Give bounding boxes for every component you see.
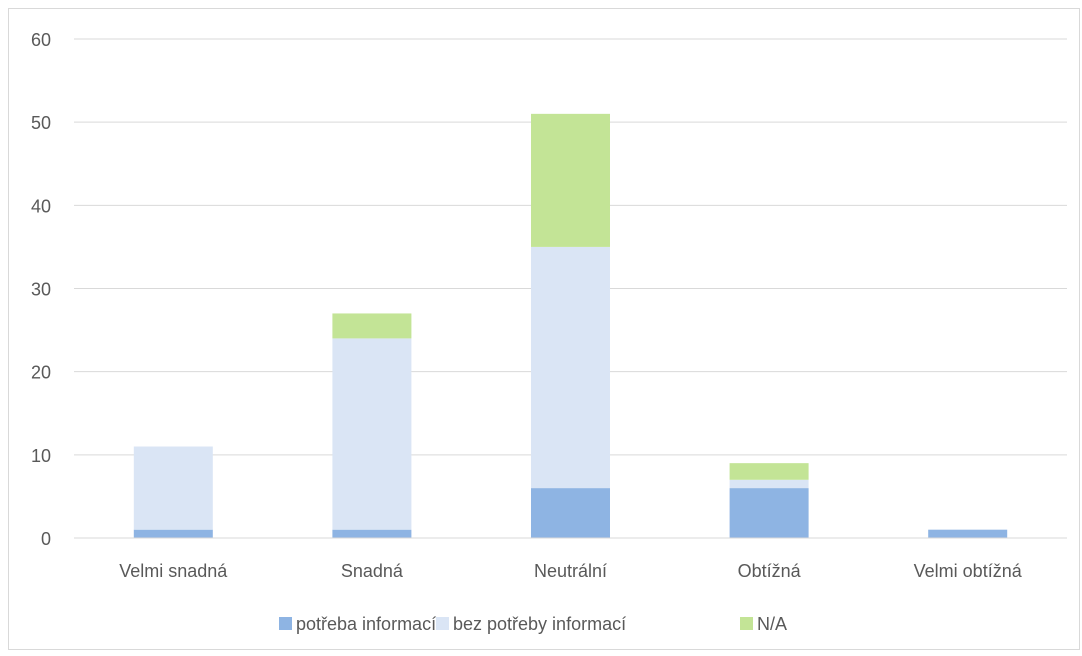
legend-label: potřeba informací xyxy=(296,614,436,634)
y-tick-label: 60 xyxy=(31,30,51,50)
legend-swatch xyxy=(279,617,292,630)
legend-swatch xyxy=(436,617,449,630)
y-tick-label: 10 xyxy=(31,446,51,466)
bars xyxy=(133,113,1008,538)
bar-segment xyxy=(531,488,610,538)
legend-swatch xyxy=(740,617,753,630)
bar-segment xyxy=(531,246,610,489)
y-tick-label: 50 xyxy=(31,113,51,133)
legend: potřeba informací bez potřeby informací N/… xyxy=(279,614,787,634)
x-axis-ticks: Velmi snadná Snadná Neutrální Obtížná Velmi … xyxy=(119,561,1022,581)
x-tick-label: Velmi obtížná xyxy=(914,561,1023,581)
y-tick-label: 0 xyxy=(41,529,51,549)
y-tick-label: 30 xyxy=(31,280,51,300)
bar-segment xyxy=(928,529,1008,538)
y-axis-ticks: 0 10 20 30 40 50 60 xyxy=(31,30,51,549)
stacked-bar-chart: 0 10 20 30 40 50 60 Velmi snadná Snadná Neutráln… xyxy=(31,30,1067,634)
bar-segment xyxy=(332,338,412,530)
bar-segment xyxy=(332,313,412,339)
bar-segment xyxy=(133,446,213,530)
bar-segment xyxy=(729,488,809,538)
legend-label: N/A xyxy=(757,614,787,634)
bar-segment xyxy=(133,529,213,538)
bar-segment xyxy=(729,463,809,480)
bar-segment xyxy=(332,529,412,538)
chart-frame: 0 10 20 30 40 50 60 Velmi snadná Snadná Neutráln… xyxy=(8,8,1080,650)
x-tick-label: Snadná xyxy=(341,561,404,581)
legend-label: bez potřeby informací xyxy=(453,614,626,634)
x-tick-label: Velmi snadná xyxy=(119,561,228,581)
bar-segment xyxy=(531,113,610,247)
bar-segment xyxy=(729,479,809,489)
x-tick-label: Neutrální xyxy=(534,561,607,581)
y-tick-label: 20 xyxy=(31,363,51,383)
x-tick-label: Obtížná xyxy=(738,561,802,581)
y-tick-label: 40 xyxy=(31,196,51,216)
